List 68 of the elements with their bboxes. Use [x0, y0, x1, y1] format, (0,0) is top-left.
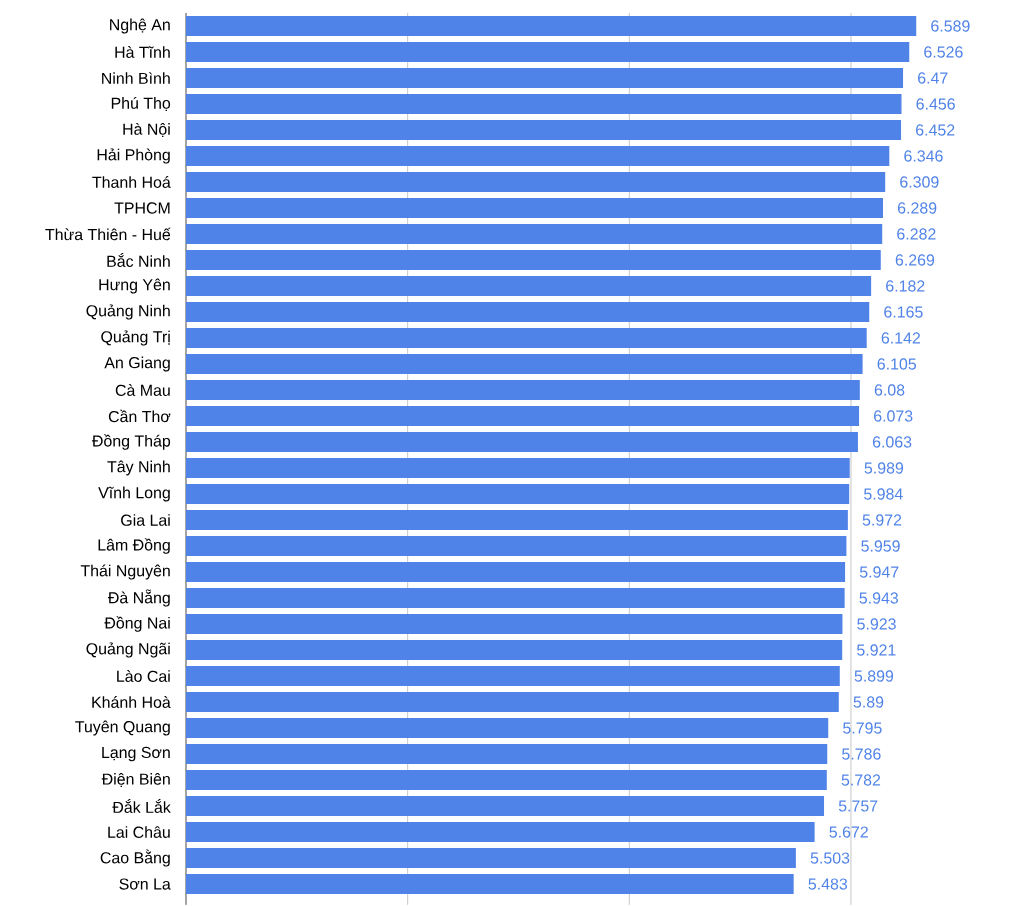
y-tick-label: Sơn La: [119, 878, 171, 890]
y-tick-label: Phú Thọ: [111, 96, 171, 112]
data-label: 6.105: [877, 358, 917, 370]
y-tick-label: Đà Nẵng: [108, 589, 170, 607]
y-tick-label: Quảng Trị: [101, 330, 170, 346]
y-tick-label: Quảng Ngãi: [86, 642, 170, 658]
y-tick-label: Khánh Hoà: [92, 696, 171, 708]
y-tick-label: Lạng Sơn: [102, 746, 170, 762]
data-label: 5.672: [829, 826, 868, 838]
data-label: 6.269: [895, 254, 935, 266]
y-tick-label: Ninh Bình: [102, 72, 170, 84]
y-tick-label: Thừa Thiên - Huế: [45, 227, 171, 241]
data-label: 5.921: [857, 644, 896, 656]
y-tick-label: Hưng Yên: [99, 278, 170, 294]
data-label: 6.289: [898, 202, 937, 214]
data-label: 5.483: [808, 878, 848, 890]
data-label: 6.08: [874, 384, 905, 396]
y-tick-label: Quảng Ninh: [86, 304, 170, 320]
y-tick-label: Thái Nguyên: [80, 564, 170, 580]
y-tick-label: Đồng Nai: [104, 616, 170, 632]
y-tick-label: TPHCM: [114, 202, 170, 214]
data-label: 5.989: [864, 462, 904, 474]
y-tick-label: Lâm Đồng: [98, 538, 170, 554]
y-tick-label: Bắc Ninh: [107, 253, 170, 267]
data-label: 5.786: [842, 748, 881, 760]
data-label: 6.47: [918, 72, 948, 84]
y-tick-label: Đồng Tháp: [92, 434, 171, 450]
data-label: 5.947: [859, 566, 899, 578]
data-label: 5.972: [862, 514, 902, 526]
data-label: 5.503: [810, 852, 850, 864]
y-tick-label: Hà Nội: [123, 122, 170, 138]
y-tick-label: Cần Thơ: [108, 409, 171, 423]
data-label: 5.782: [841, 774, 881, 786]
y-tick-label: Nghệ An: [110, 18, 170, 34]
data-label: 6.309: [900, 176, 939, 188]
y-tick-label: Vĩnh Long: [98, 486, 170, 502]
data-label: 5.795: [843, 722, 882, 734]
data-label: 6.182: [886, 280, 925, 292]
data-label: 6.073: [874, 410, 913, 422]
y-tick-label: Đắk Lắk: [112, 799, 171, 813]
data-label: 6.165: [884, 306, 923, 318]
data-label: 6.346: [904, 150, 943, 162]
data-label: 5.757: [838, 800, 878, 812]
data-label: 6.282: [897, 228, 936, 240]
data-label: 5.923: [857, 618, 896, 630]
y-tick-label: Hà Tĩnh: [115, 46, 170, 58]
y-tick-label: Cà Mau: [115, 384, 170, 396]
y-tick-label: Lai Châu: [108, 826, 170, 838]
data-label: 5.959: [861, 540, 900, 552]
data-label: 5.984: [864, 488, 903, 500]
y-tick-label: Tây Ninh: [107, 460, 170, 476]
data-label: 6.589: [931, 20, 970, 32]
y-tick-label: An Giang: [104, 356, 170, 372]
y-tick-label: Hải Phòng: [97, 148, 170, 164]
data-label: 6.142: [881, 332, 920, 344]
y-tick-label: Điện Biên: [101, 772, 170, 788]
data-label: 6.526: [924, 46, 963, 58]
y-tick-label: Gia Lai: [121, 514, 170, 526]
y-tick-label: Thanh Hoá: [92, 176, 171, 188]
y-tick-label: Lào Cai: [117, 670, 170, 682]
data-label: 5.943: [859, 592, 899, 604]
data-label: 6.063: [872, 436, 912, 448]
data-label: 5.89: [853, 696, 884, 708]
data-label: 6.456: [916, 98, 955, 110]
y-tick-label: Cao Bằng: [100, 849, 170, 867]
y-tick-label: Tuyên Quang: [75, 720, 170, 736]
data-label: 6.452: [916, 124, 955, 136]
data-label: 5.899: [854, 670, 894, 682]
